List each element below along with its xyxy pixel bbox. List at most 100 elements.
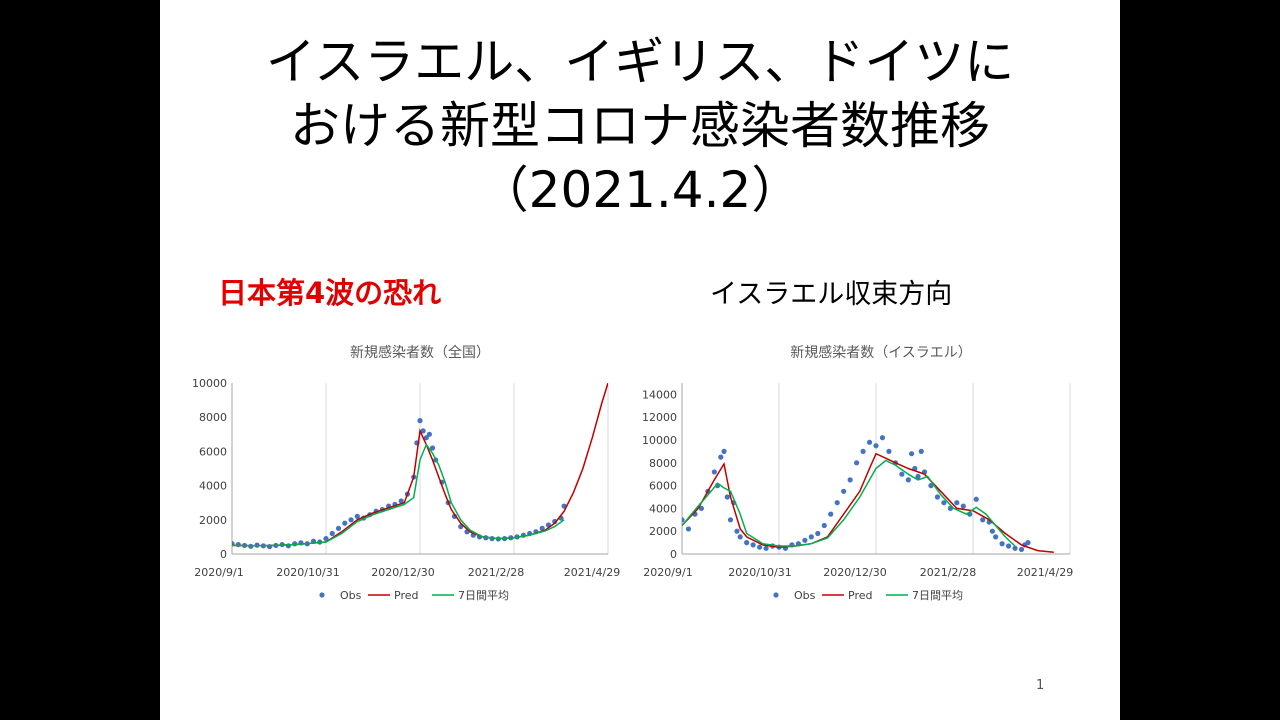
obs-point [860,448,866,454]
avg-line [232,443,565,547]
subtitle-israel: イスラエル収束方向 [710,279,953,310]
obs-point [847,477,853,483]
x-tick-label: 2020/12/30 [823,566,886,579]
obs-point [539,525,545,531]
obs-point [682,517,685,523]
obs-point [873,443,879,449]
obs-point [841,488,847,494]
legend-label: 7日間平均 [912,589,963,602]
pred-line [682,452,1054,554]
obs-point [1018,546,1025,553]
obs-point [423,435,429,441]
obs-point [954,500,960,506]
obs-point [905,477,911,483]
obs-point [348,517,354,523]
chart-title: 新規感染者数（全国） [350,344,490,361]
y-tick-label: 10000 [642,434,677,447]
page-number: 1 [1036,678,1045,693]
avg-line [682,459,1016,547]
obs-point [354,513,360,519]
y-tick-label: 10000 [192,377,227,390]
x-tick-label: 2021/2/28 [468,566,524,579]
obs-point [989,528,995,534]
y-tick-label: 8000 [199,411,227,424]
obs-point [815,530,821,537]
legend-marker-obs [773,592,779,598]
y-tick-label: 2000 [199,514,227,527]
y-tick-label: 6000 [649,480,677,493]
obs-point [750,542,756,548]
obs-point [329,530,335,537]
obs-point [718,454,724,460]
obs-point [915,473,921,480]
legend-label: Obs [340,589,362,602]
obs-point [886,448,892,454]
title-line-1: イスラエル、イギリス、ドイツに [265,33,1015,91]
obs-point [928,483,934,489]
legend-marker-obs [319,592,325,598]
obs-point [398,498,404,504]
legend-label: Pred [848,589,872,602]
chart-japan-svg: 新規感染者数（全国） 0 2000 4000 6000 8000 10000 2020/9/1… [192,344,620,602]
obs-point [757,544,763,550]
obs-point [808,534,814,540]
y-tick-label: 0 [670,548,677,561]
obs-point [744,540,750,546]
y-tick-label: 2000 [649,525,677,538]
subtitle-japan: 日本第4波の恐れ [218,276,442,310]
obs-point [429,445,436,451]
obs-point [323,536,329,542]
obs-point [866,439,873,445]
obs-point [993,534,999,540]
x-tick-label: 2021/4/29 [1017,566,1073,579]
obs-point [941,500,947,506]
obs-point [980,517,986,523]
obs-point [1012,545,1018,551]
obs-point [721,448,727,454]
obs-point [802,537,808,543]
y-tick-label: 8000 [649,457,677,470]
obs-point [908,451,915,457]
obs-point [342,520,348,526]
obs-point [899,471,905,477]
obs-point [1005,543,1012,549]
obs-point [918,448,924,454]
y-tick-label: 4000 [649,502,677,515]
y-tick-label: 0 [220,548,227,561]
obs-point [973,496,979,502]
y-tick-label: 6000 [199,445,227,458]
x-tick-label: 2021/2/28 [920,566,976,579]
obs-point [417,418,423,424]
y-tick-label: 4000 [199,480,227,493]
obs-point [285,543,291,549]
plot-area [682,435,1054,554]
legend-label: Pred [394,589,418,602]
legend-label: 7日間平均 [458,589,509,602]
obs-point [960,503,966,509]
x-tick-label: 2020/12/30 [371,566,434,579]
obs-point [737,534,743,540]
chart-title: 新規感染者数（イスラエル） [790,344,972,361]
chart-israel-svg: 新規感染者数（イスラエル） 0 2000 4000 6000 8000 10000 12000… [642,344,1073,602]
obs-point [999,541,1005,547]
y-tick-label: 14000 [642,388,677,401]
obs-point [420,428,426,434]
obs-point [426,431,432,437]
x-tick-label: 2020/9/1 [643,566,692,579]
x-tick-label: 2020/9/1 [194,566,243,579]
x-tick-label: 2021/4/29 [564,566,620,579]
x-tick-label: 2020/10/31 [276,566,339,579]
obs-point [685,526,692,532]
obs-point [854,460,860,466]
slide: イスラエル、イギリス、ドイツに おける新型コロナ感染者数推移 （2021.4.2… [160,0,1120,720]
plot-area [232,383,608,550]
x-tick-label: 2020/10/31 [728,566,791,579]
y-tick-label: 12000 [642,411,677,424]
obs-point [821,522,827,529]
pred-line [232,383,608,547]
obs-point [763,545,769,551]
obs-point [879,435,886,441]
obs-point [1025,540,1031,546]
slide-title: イスラエル、イギリス、ドイツに おける新型コロナ感染者数推移 （2021.4.2… [160,30,1120,222]
obs-point [834,500,840,506]
